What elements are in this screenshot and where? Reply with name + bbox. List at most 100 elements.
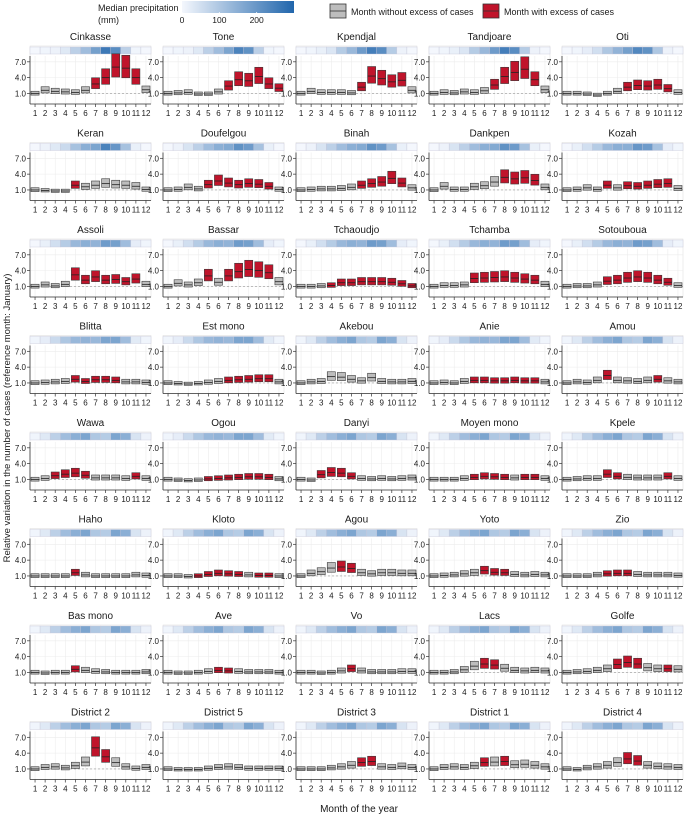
box-no-excess [613, 376, 622, 384]
x-tick-label: 3 [53, 495, 58, 504]
precip-cell [622, 239, 633, 248]
x-tick-label: 4 [196, 592, 201, 601]
precip-cell [295, 239, 307, 248]
precip-cell [336, 46, 347, 55]
panel-title: Moyen mono [461, 418, 519, 429]
precip-cell [305, 432, 317, 441]
x-tick-label: 4 [63, 399, 68, 408]
x-tick-label: 2 [176, 592, 181, 601]
precip-cell [366, 46, 377, 55]
x-tick-label: 7 [492, 495, 497, 504]
precip-cell [336, 336, 347, 344]
precip-cell [479, 625, 490, 634]
x-tick-label: 3 [319, 399, 324, 408]
precip-cell [315, 432, 327, 441]
box-excess [510, 376, 520, 384]
x-tick-label: 3 [452, 592, 457, 601]
x-tick-label: 6 [83, 302, 88, 311]
precip-cell [305, 239, 317, 248]
precip-cell [356, 239, 367, 248]
y-tick-label: 1.0 [15, 379, 27, 388]
precip-cell [499, 239, 510, 248]
x-tick-label: 9 [113, 785, 118, 794]
precip-cell [602, 722, 613, 730]
precip-cell [489, 625, 500, 634]
x-tick-label: 1 [565, 399, 570, 408]
x-tick-label: 5 [206, 302, 211, 311]
x-tick-label: 10 [254, 495, 263, 504]
y-tick-label: 7.0 [414, 347, 426, 356]
panel-title: District 4 [603, 708, 642, 719]
precip-cell [346, 722, 357, 730]
x-tick-label: 9 [246, 399, 251, 408]
x-tick-label: 12 [408, 109, 417, 118]
y-tick-label: 1.0 [148, 89, 160, 98]
precip-cell [233, 625, 244, 634]
x-tick-label: 4 [329, 785, 334, 794]
x-tick-label: 10 [520, 206, 529, 215]
precip-cell [632, 722, 643, 730]
precip-cell [499, 143, 510, 151]
precip-cell [172, 239, 184, 248]
precip-cell [110, 336, 121, 344]
box-excess [71, 665, 80, 673]
precip-cell [29, 143, 41, 151]
box-excess [71, 375, 80, 383]
y-tick-label: 7.0 [148, 347, 160, 356]
precip-cell [396, 625, 408, 634]
x-tick-label: 4 [329, 206, 334, 215]
x-tick-label: 12 [275, 495, 284, 504]
x-tick-label: 9 [379, 495, 384, 504]
precip-cell [366, 239, 377, 248]
x-tick-label: 5 [605, 785, 610, 794]
y-tick-label: 1.0 [148, 282, 160, 291]
precip-cell [233, 143, 244, 151]
precip-cell [622, 336, 633, 344]
precip-cell [130, 529, 142, 537]
x-tick-label: 2 [442, 206, 447, 215]
y-tick-label: 1.0 [414, 89, 426, 98]
panel-background [561, 431, 684, 491]
panel-background [295, 45, 418, 105]
panel-background [295, 238, 418, 298]
x-tick-label: 9 [113, 206, 118, 215]
x-tick-label: 10 [121, 109, 130, 118]
precip-cell [662, 625, 674, 634]
precip-cell [315, 625, 327, 634]
x-tick-label: 5 [605, 109, 610, 118]
x-tick-label: 2 [575, 495, 580, 504]
y-tick-label: 1.0 [414, 572, 426, 581]
y-tick-label: 4.0 [414, 653, 426, 662]
precip-cell [346, 432, 357, 441]
x-tick-label: 12 [408, 785, 417, 794]
box-excess [347, 472, 356, 480]
y-tick-label: 4.0 [15, 749, 27, 758]
x-tick-label: 9 [645, 109, 650, 118]
x-tick-label: 4 [595, 206, 600, 215]
x-tick-label: 9 [379, 399, 384, 408]
x-tick-label: 4 [196, 206, 201, 215]
box-excess [234, 262, 243, 279]
precip-cell [376, 239, 387, 248]
x-tick-label: 8 [236, 592, 241, 601]
y-tick-label: 1.0 [15, 186, 27, 195]
x-tick-label: 12 [541, 688, 550, 697]
x-tick-label: 12 [275, 302, 284, 311]
precip-cell [662, 143, 674, 151]
x-tick-label: 4 [462, 302, 467, 311]
y-tick-label: 1.0 [414, 379, 426, 388]
precip-cell [386, 625, 398, 634]
box-excess [224, 376, 233, 384]
precip-cell [479, 46, 490, 55]
panel-background [295, 624, 418, 684]
precip-cell [182, 529, 194, 537]
precip-cell [253, 625, 265, 634]
y-tick-label: 7.0 [148, 540, 160, 549]
precip-cell [49, 625, 61, 634]
x-tick-label: 1 [299, 688, 304, 697]
x-tick-label: 12 [275, 399, 284, 408]
x-tick-label: 1 [565, 109, 570, 118]
